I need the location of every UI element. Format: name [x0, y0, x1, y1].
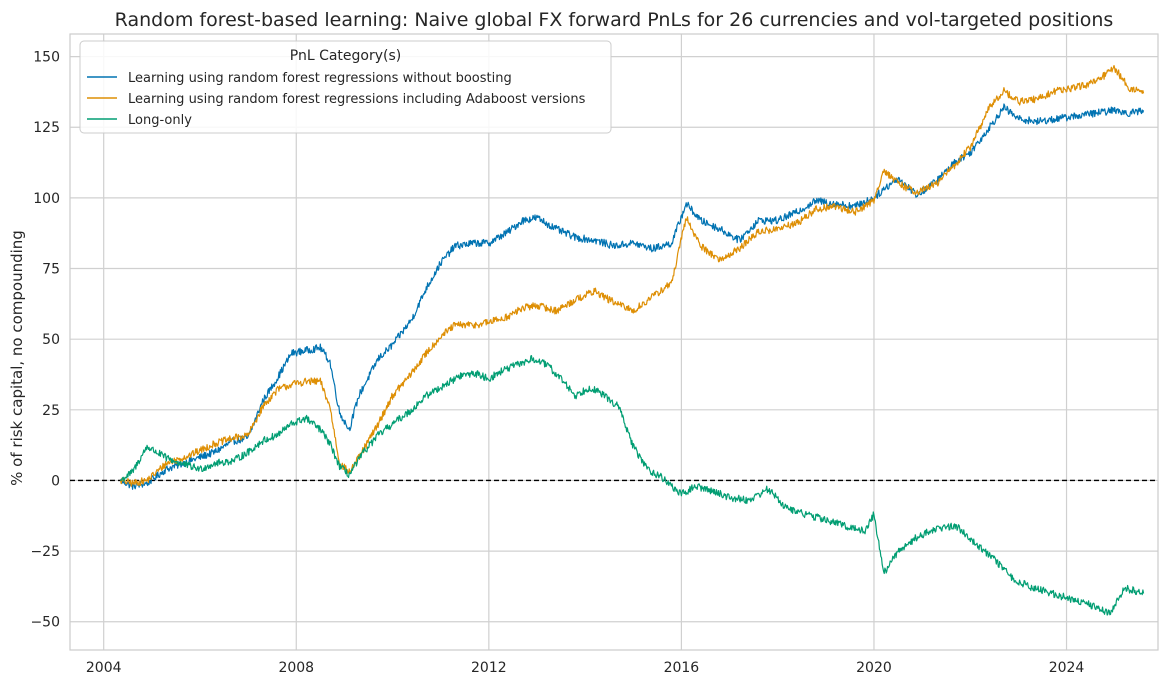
legend-box — [79, 40, 612, 134]
series-line-learning-using-random-forest-regressions-without-boosting — [120, 103, 1145, 490]
x-tick-label-2008: 2008 — [278, 660, 314, 676]
legend-title: PnL Category(s) — [290, 48, 402, 64]
x-tick-label-2024: 2024 — [1049, 660, 1085, 676]
y-tick-label-100: 100 — [33, 191, 60, 207]
x-tick-label-2020: 2020 — [856, 660, 892, 676]
series-line-learning-using-random-forest-regressions-including-adaboost-versions — [119, 64, 1145, 487]
y-axis-label: % of risk capital, no compounding — [8, 230, 26, 486]
legend-label-learning-using-random-forest-regressions-without-boosting: Learning using random forest regressions… — [128, 71, 512, 86]
x-tick-label-2004: 2004 — [86, 660, 122, 676]
x-tick-label-2016: 2016 — [664, 660, 700, 676]
y-tick-label--25: −25 — [30, 544, 60, 560]
y-tick-label-0: 0 — [51, 473, 60, 489]
y-tick-label-150: 150 — [33, 50, 60, 66]
axes-frame — [69, 33, 1159, 651]
y-tick-label-50: 50 — [42, 332, 60, 348]
legend: PnL Category(s) Learning using random for… — [79, 40, 612, 134]
legend-label-long-only: Long-only — [128, 113, 192, 128]
y-tick-label-125: 125 — [33, 120, 60, 136]
legend-label-learning-using-random-forest-regressions-including-adaboost-versions: Learning using random forest regressions… — [128, 92, 586, 107]
chart-title: Random forest-based learning: Naive glob… — [115, 9, 1114, 31]
series-line-long-only — [120, 355, 1145, 616]
x-tick-label-2012: 2012 — [471, 660, 507, 676]
plot-area: 2004 2008 2012 2016 2020 2024 −50 −25 0 25 50 75 100… — [30, 33, 1159, 676]
y-tick-label-25: 25 — [42, 403, 60, 419]
y-tick-label--50: −50 — [30, 615, 60, 631]
y-tick-label-75: 75 — [42, 262, 60, 278]
